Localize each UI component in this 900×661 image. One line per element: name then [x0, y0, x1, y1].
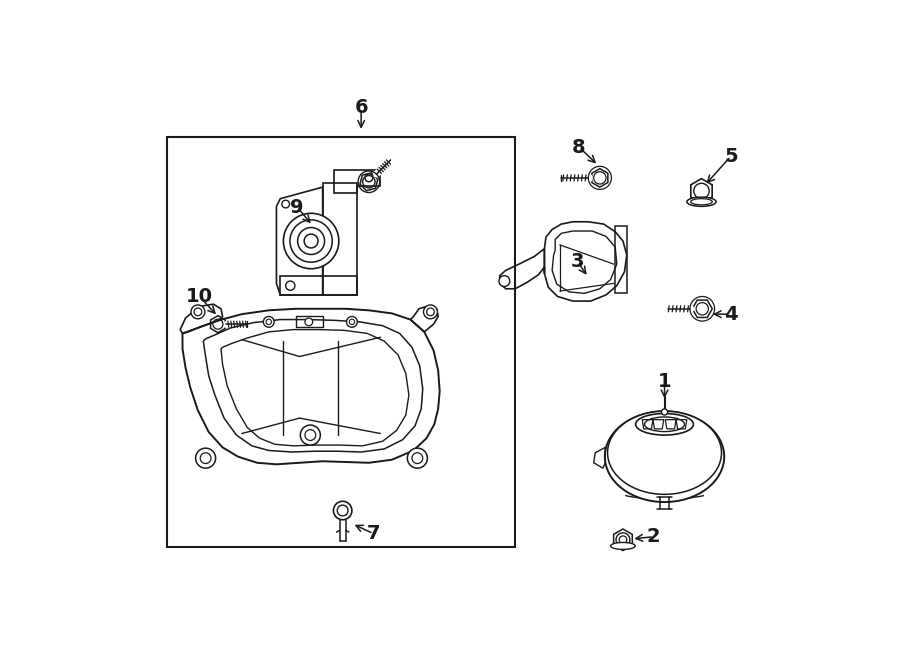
Text: 1: 1 [658, 372, 671, 391]
Circle shape [333, 501, 352, 520]
Text: 6: 6 [355, 98, 368, 117]
Ellipse shape [644, 417, 685, 432]
Circle shape [305, 318, 312, 326]
Text: 2: 2 [647, 527, 661, 546]
Text: 8: 8 [572, 137, 586, 157]
Circle shape [662, 409, 668, 415]
Text: 10: 10 [186, 287, 213, 306]
Ellipse shape [605, 411, 725, 502]
Circle shape [282, 200, 290, 208]
Circle shape [412, 453, 423, 463]
Circle shape [408, 448, 427, 468]
Text: 4: 4 [724, 305, 738, 324]
Bar [167, 137, 515, 547]
Circle shape [365, 174, 373, 182]
Ellipse shape [610, 543, 635, 549]
Ellipse shape [284, 214, 338, 269]
Circle shape [266, 319, 272, 325]
Circle shape [285, 281, 295, 290]
Ellipse shape [635, 414, 693, 435]
Circle shape [194, 308, 202, 316]
Circle shape [195, 448, 216, 468]
Ellipse shape [608, 411, 722, 494]
Circle shape [264, 317, 274, 327]
Circle shape [191, 305, 205, 319]
Text: 7: 7 [366, 524, 380, 543]
Circle shape [200, 453, 211, 463]
Circle shape [499, 276, 509, 286]
Circle shape [338, 505, 348, 516]
Text: 9: 9 [291, 198, 304, 217]
Text: 3: 3 [571, 253, 584, 271]
Ellipse shape [298, 227, 325, 254]
Circle shape [301, 425, 320, 445]
Text: 5: 5 [724, 147, 738, 166]
Ellipse shape [690, 199, 712, 205]
Circle shape [424, 305, 437, 319]
Circle shape [346, 317, 357, 327]
Circle shape [305, 430, 316, 440]
Circle shape [427, 308, 435, 316]
Ellipse shape [304, 234, 318, 248]
Ellipse shape [290, 220, 332, 262]
Circle shape [349, 319, 355, 325]
Ellipse shape [687, 197, 716, 206]
